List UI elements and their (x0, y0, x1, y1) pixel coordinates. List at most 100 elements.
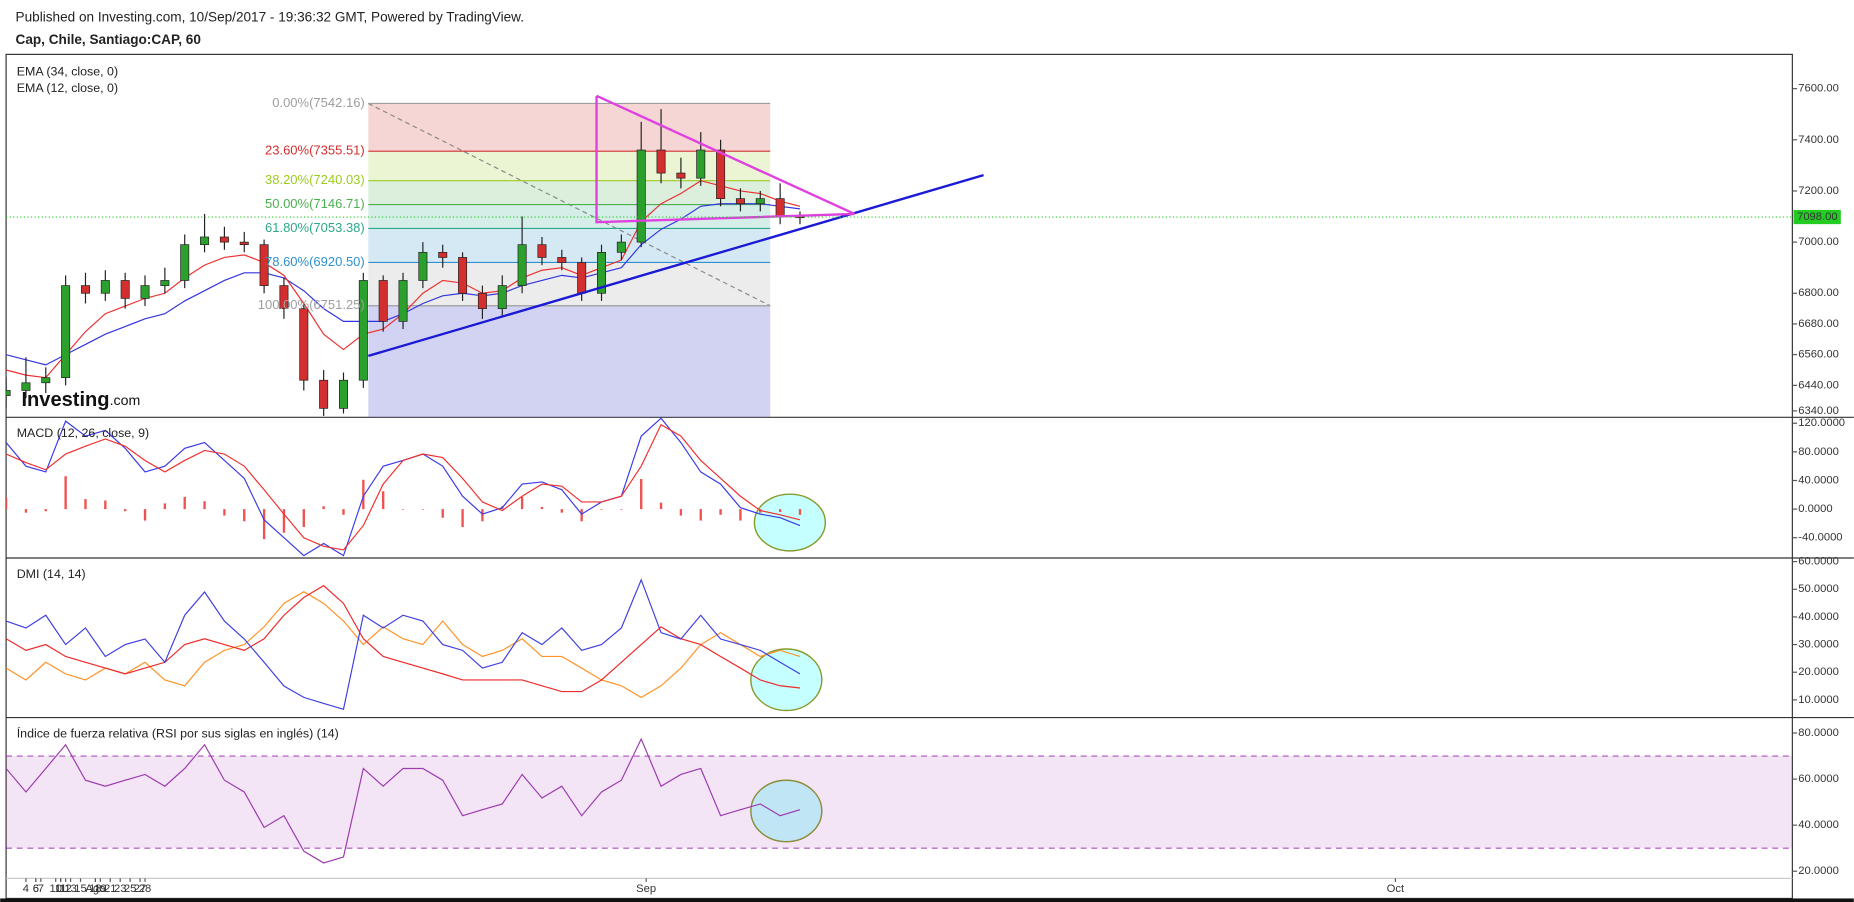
histogram-bar (640, 479, 643, 510)
candle-body (180, 244, 190, 281)
histogram-bar (382, 491, 385, 510)
fib-band (368, 204, 771, 229)
fib-label: 78.60%(6920.50) (265, 254, 365, 269)
panel-title: MACD (12, 26, close, 9) (17, 426, 149, 440)
histogram-bar (44, 509, 47, 512)
x-tick-label: 19 (94, 883, 106, 895)
fib-band (368, 180, 771, 205)
indicator-line (6, 737, 801, 864)
candle-body (100, 280, 110, 294)
histogram-bar (679, 509, 683, 516)
y-tick-label: 6340.00 (1798, 405, 1839, 417)
candle-body (497, 285, 507, 309)
candle-body (557, 257, 567, 263)
highlight-ellipse (753, 493, 827, 552)
histogram-bar (163, 503, 167, 510)
x-tick-label: 11 (55, 883, 67, 895)
candle-body (716, 149, 726, 199)
x-tick-label: 13 (64, 883, 76, 895)
highlight-ellipse (750, 648, 823, 712)
x-tick-label: 10 (49, 883, 61, 895)
x-tick-label: Ago (85, 883, 105, 895)
x-tick-label: 4 (23, 883, 29, 895)
histogram-bar (540, 506, 544, 510)
y-tick-label: 20.0000 (1798, 865, 1839, 877)
trendline (595, 94, 856, 224)
histogram-bar (243, 509, 246, 522)
x-tick-label: 25 (124, 883, 136, 895)
y-tick-label: 80.0000 (1798, 446, 1839, 458)
histogram-bar (203, 501, 206, 510)
histogram-bar (421, 509, 425, 510)
symbol-title: Cap, Chile, Santiago:CAP, 60 (16, 32, 201, 47)
histogram-bar (441, 509, 444, 518)
legend-entry: EMA (34, close, 0) (17, 64, 118, 78)
histogram-bar (24, 509, 28, 513)
y-tick-label: 120.0000 (1798, 417, 1845, 429)
histogram-bar (223, 509, 226, 516)
y-tick-label: 6440.00 (1798, 379, 1839, 391)
fib-label: 61.80%(7053.38) (265, 220, 365, 235)
histogram-bar (739, 509, 742, 521)
candle-body (21, 382, 31, 391)
panel-title: Índice de fuerza relativa (RSI por sus s… (17, 725, 339, 740)
y-tick-label: 50.0000 (1798, 583, 1839, 595)
x-tick-label: 6 (33, 883, 39, 895)
histogram-bar (560, 509, 563, 513)
x-tick-label: 18 (89, 883, 101, 895)
y-tick-label: -40.0000 (1798, 532, 1842, 544)
candle-body (6, 390, 11, 396)
candle-body (775, 198, 785, 217)
histogram-bar (342, 509, 345, 515)
candle-body (517, 244, 527, 286)
histogram-bar (262, 509, 266, 540)
x-tick-label: 6 (33, 883, 39, 895)
candle-body (160, 280, 170, 286)
watermark-suffix: .com (110, 393, 141, 409)
highlight-ellipse (750, 779, 823, 843)
indicator-line (6, 591, 801, 699)
bottom-bar (0, 898, 1854, 902)
histogram-bar (362, 479, 365, 510)
annotations (750, 493, 827, 843)
histogram-bar (6, 497, 8, 510)
candle-body (597, 251, 606, 294)
y-tick-label: 20.0000 (1798, 666, 1839, 678)
x-tick-label: 21 (104, 883, 116, 895)
x-tick-label: Oct (1387, 883, 1405, 895)
rsi-band (6, 756, 1793, 849)
fib-label: 23.60%(7355.51) (265, 143, 365, 158)
candle-body (477, 292, 487, 309)
fib-band (368, 151, 771, 181)
histogram-bar (322, 506, 325, 510)
candle-body (378, 280, 388, 322)
histogram-bar (123, 509, 127, 512)
indicator-line (6, 578, 801, 711)
watermark-brand: Investing (21, 389, 109, 411)
candle-body (80, 285, 90, 294)
histogram-bar (719, 509, 722, 515)
y-tick-label: 60.0000 (1798, 556, 1839, 568)
fib-band (368, 262, 771, 306)
histogram-bar (461, 509, 464, 528)
candle-body (676, 172, 686, 179)
histogram-bar (600, 509, 603, 510)
y-tick-label: 30.0000 (1798, 639, 1839, 651)
y-tick-label: 80.0000 (1798, 727, 1839, 739)
published-line: Published on Investing.com, 10/Sep/2017 … (16, 9, 524, 24)
indicator-line (6, 584, 801, 693)
y-tick-label: 0.0000 (1798, 503, 1832, 515)
candle-body (140, 285, 150, 299)
candle-body (200, 236, 210, 246)
candle-body (239, 241, 249, 246)
last-price-box (1793, 209, 1841, 225)
watermark: Investing.com (21, 389, 140, 411)
x-tick-label: 12 (59, 883, 71, 895)
panel (6, 417, 802, 557)
x-tick-label: 23 (114, 883, 126, 895)
x-tick-label: 28 (139, 883, 151, 895)
trendline (367, 173, 984, 358)
candle-body (41, 377, 51, 384)
